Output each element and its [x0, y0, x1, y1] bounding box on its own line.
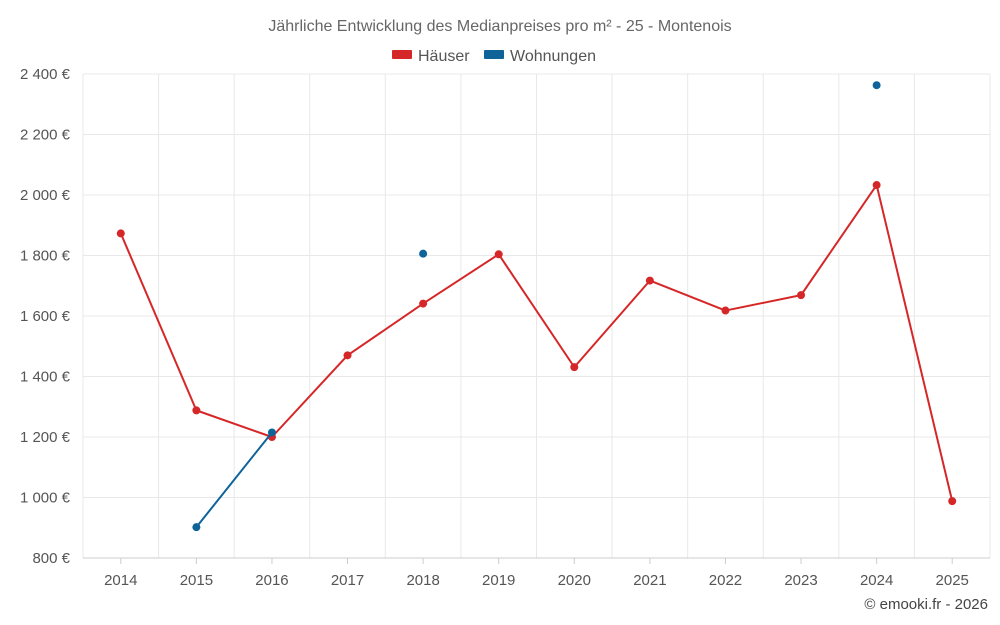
data-point-haeuser-2025[interactable]	[948, 497, 957, 506]
legend-swatch-haeuser	[392, 50, 412, 59]
data-point-wohnungen-2018[interactable]	[419, 249, 428, 258]
data-point-haeuser-2024[interactable]	[872, 181, 881, 190]
x-tick-label: 2014	[104, 572, 137, 589]
series-line-segment-haeuser	[119, 233, 198, 411]
y-tick-label: 1 400 €	[20, 369, 71, 386]
y-tick-label: 2 400 €	[20, 66, 71, 83]
series-line-segment-haeuser	[497, 253, 576, 368]
x-tick-label: 2023	[784, 572, 817, 589]
x-tick-label: 2022	[709, 572, 742, 589]
x-tick-label: 2020	[558, 572, 591, 589]
legend: Häuser Wohnungen	[392, 48, 596, 65]
series-line-segment-haeuser	[649, 279, 726, 312]
data-point-wohnungen-2024[interactable]	[872, 81, 881, 90]
series-line-segment-haeuser	[422, 253, 500, 305]
series-line-segment-haeuser	[196, 409, 273, 438]
legend-swatch-wohnungen	[484, 50, 504, 59]
x-tick-label: 2021	[633, 572, 666, 589]
legend-label-haeuser[interactable]: Häuser	[418, 48, 470, 65]
y-tick-label: 2 200 €	[20, 127, 71, 144]
x-axis: 2014 2015 2016 2017 2018 2019 2020 2021 2022 2023…	[83, 557, 990, 589]
data-point-haeuser-2023[interactable]	[797, 291, 806, 300]
y-tick-label: 2 000 €	[20, 187, 71, 204]
x-tick-label: 2015	[180, 572, 213, 589]
data-point-haeuser-2020[interactable]	[570, 363, 579, 372]
credit-text: © emooki.fr - 2026	[864, 596, 988, 613]
data-point-haeuser-2015[interactable]	[192, 406, 201, 415]
data-point-haeuser-2017[interactable]	[343, 351, 352, 360]
x-tick-label: 2018	[406, 572, 439, 589]
series-line-segment-wohnungen	[195, 431, 273, 528]
series-haeuser	[116, 181, 957, 506]
series-line-segment-haeuser	[800, 184, 878, 296]
data-point-haeuser-2021[interactable]	[645, 276, 654, 285]
x-tick-label: 2025	[936, 572, 969, 589]
series-line-segment-haeuser	[573, 279, 651, 368]
series-wohnungen	[192, 81, 881, 532]
x-tick-label: 2017	[331, 572, 364, 589]
legend-label-wohnungen[interactable]: Wohnungen	[510, 48, 596, 65]
series-line-segment-haeuser	[271, 354, 349, 438]
data-point-wohnungen-2016[interactable]	[267, 428, 276, 437]
y-tick-label: 1 800 €	[20, 248, 71, 265]
y-tick-label: 1 200 €	[20, 429, 71, 446]
chart-title: Jährliche Entwicklung des Medianpreises …	[268, 18, 731, 35]
y-tick-label: 800 €	[32, 550, 70, 567]
series-layer	[116, 81, 957, 532]
data-point-haeuser-2018[interactable]	[419, 299, 428, 308]
series-line-segment-haeuser	[875, 184, 954, 502]
x-tick-label: 2016	[255, 572, 288, 589]
y-tick-label: 1 600 €	[20, 308, 71, 325]
series-line-segment-haeuser	[725, 294, 802, 312]
y-tick-label: 1 000 €	[20, 490, 71, 507]
grid	[82, 73, 991, 559]
data-point-wohnungen-2015[interactable]	[192, 523, 201, 532]
x-tick-label: 2019	[482, 572, 515, 589]
data-point-haeuser-2014[interactable]	[116, 229, 125, 238]
x-tick-label: 2024	[860, 572, 893, 589]
series-line-segment-haeuser	[346, 302, 424, 357]
y-axis: 800 € 1 000 € 1 200 € 1 400 € 1 600 € 1 800 €…	[20, 66, 71, 567]
data-point-haeuser-2022[interactable]	[721, 306, 730, 315]
data-point-haeuser-2019[interactable]	[494, 250, 503, 259]
